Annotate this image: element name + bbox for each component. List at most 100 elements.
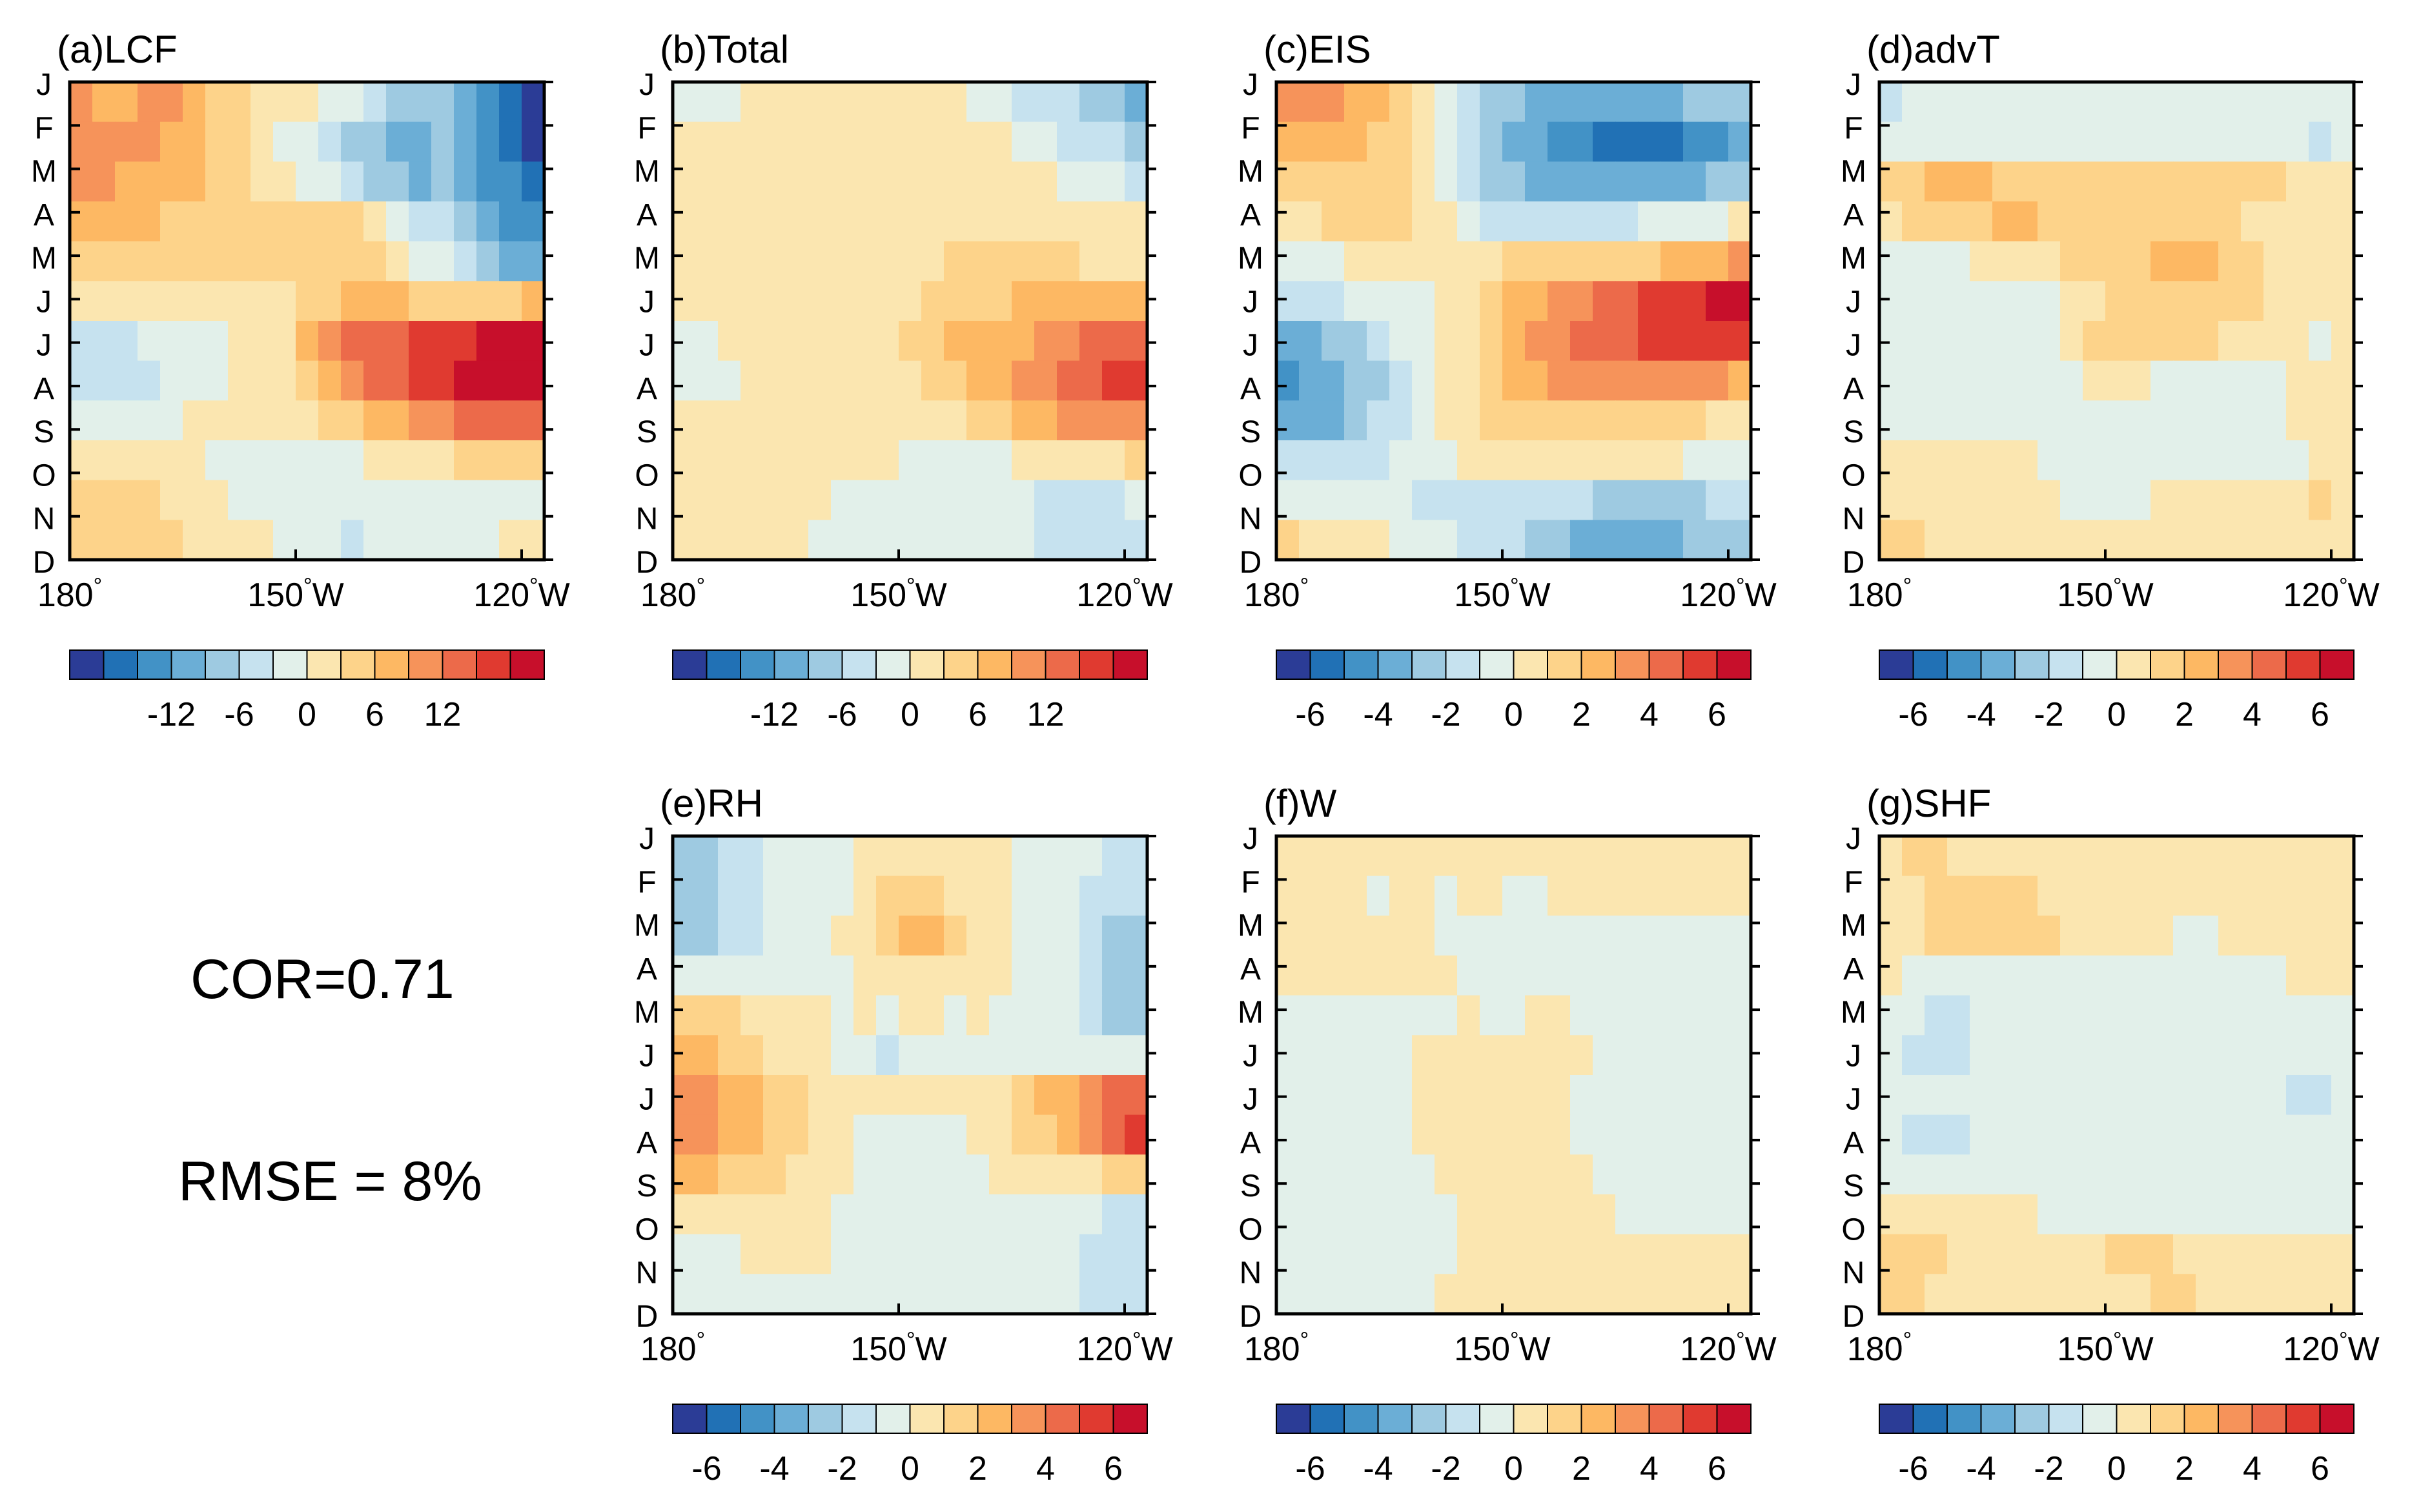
heatmap-cell bbox=[1902, 241, 1925, 282]
heatmap-cell bbox=[205, 360, 229, 402]
heatmap-cell bbox=[1299, 875, 1322, 917]
x-tick-label: 120°W bbox=[1680, 1328, 1776, 1368]
heatmap-cell bbox=[454, 440, 477, 481]
month-tick-label: J bbox=[1846, 1039, 1861, 1073]
month-tick-label: S bbox=[637, 415, 657, 449]
heatmap-cell bbox=[1457, 836, 1480, 877]
heatmap-cell bbox=[1593, 836, 1616, 877]
heatmap-cell bbox=[2083, 121, 2106, 163]
heatmap-cell bbox=[786, 995, 809, 1036]
heatmap-cell bbox=[409, 82, 432, 123]
heatmap-cell bbox=[2060, 241, 2083, 282]
heatmap-cell bbox=[1706, 1154, 1729, 1195]
heatmap-cell bbox=[250, 161, 274, 202]
heatmap-cell bbox=[1970, 875, 1993, 917]
heatmap-cell bbox=[1102, 995, 1125, 1036]
heatmap-cell bbox=[2309, 915, 2332, 956]
heatmap-cell bbox=[1902, 161, 1925, 202]
x-tick-label: 180° bbox=[37, 574, 102, 614]
heatmap-cell bbox=[899, 360, 922, 402]
heatmap-cell bbox=[386, 520, 409, 560]
heatmap-cell bbox=[160, 360, 183, 402]
heatmap-cell bbox=[989, 241, 1012, 282]
heatmap-cell bbox=[138, 82, 161, 123]
colorbar-label: 6 bbox=[1708, 1450, 1726, 1487]
heatmap-cell bbox=[1902, 1114, 1925, 1156]
heatmap-cell bbox=[1412, 1194, 1435, 1235]
heatmap-cell bbox=[966, 1154, 990, 1195]
heatmap-cell bbox=[2241, 400, 2264, 441]
colorbar-label: 4 bbox=[2243, 1450, 2262, 1487]
colorbar-label: 0 bbox=[2107, 696, 2126, 733]
month-tick-label: F bbox=[637, 111, 656, 145]
x-tick-label: 150°W bbox=[247, 574, 343, 614]
heatmap-cell bbox=[1480, 1194, 1503, 1235]
heatmap-cell bbox=[363, 480, 387, 521]
heatmap-cell bbox=[1638, 82, 1661, 123]
heatmap-cell bbox=[1728, 241, 1752, 282]
heatmap-cell bbox=[1344, 1035, 1367, 1076]
heatmap-cell bbox=[876, 400, 899, 441]
heatmap-cell bbox=[1683, 480, 1706, 521]
heatmap-cell bbox=[989, 995, 1012, 1036]
heatmap-cell bbox=[1638, 360, 1661, 402]
heatmap-cell bbox=[989, 1274, 1012, 1314]
colorbar-label: -4 bbox=[1966, 1450, 1996, 1487]
heatmap-cell bbox=[1728, 1114, 1752, 1156]
heatmap-cell bbox=[1728, 995, 1752, 1036]
heatmap-cell bbox=[899, 1274, 922, 1314]
heatmap-cell bbox=[853, 1035, 877, 1076]
heatmap-cell bbox=[1925, 480, 1948, 521]
heatmap-cell bbox=[2173, 480, 2196, 521]
heatmap-cell bbox=[2083, 480, 2106, 521]
heatmap-cell bbox=[1012, 241, 1035, 282]
colorbar-swatch bbox=[1045, 1404, 1080, 1434]
heatmap-cell bbox=[1276, 1114, 1300, 1156]
heatmap-cell bbox=[2286, 1194, 2309, 1235]
colorbar-swatch bbox=[374, 649, 409, 680]
heatmap-cell bbox=[944, 1194, 967, 1235]
heatmap-cell bbox=[2218, 281, 2242, 322]
heatmap-cell bbox=[899, 201, 922, 242]
heatmap-cell bbox=[2105, 1075, 2129, 1116]
heatmap-cell bbox=[718, 1234, 741, 1275]
heatmap-cell bbox=[1660, 321, 1684, 362]
heatmap-cell bbox=[944, 955, 967, 996]
heatmap-cell bbox=[944, 480, 967, 521]
heatmap-cell bbox=[1570, 1075, 1593, 1116]
month-tick-label: O bbox=[1841, 458, 1865, 493]
heatmap-cell bbox=[1925, 836, 1948, 877]
x-tick-label: 150°W bbox=[2057, 574, 2153, 614]
heatmap-cell bbox=[228, 400, 251, 441]
heatmap-cell bbox=[1502, 1194, 1526, 1235]
heatmap-cell bbox=[296, 360, 319, 402]
heatmap-cell bbox=[1367, 161, 1390, 202]
heatmap-cell bbox=[2196, 1274, 2219, 1314]
heatmap-cell bbox=[1299, 241, 1322, 282]
heatmap-cell bbox=[2083, 955, 2106, 996]
heatmap-cell bbox=[1322, 440, 1345, 481]
heatmap-cell bbox=[1079, 995, 1103, 1036]
heatmap-cell bbox=[2309, 1234, 2332, 1275]
heatmap-cell bbox=[1344, 1075, 1367, 1116]
heatmap-cell bbox=[2150, 520, 2174, 560]
heatmap-cell bbox=[1079, 241, 1103, 282]
heatmap-cell bbox=[921, 1035, 945, 1076]
heatmap-cell bbox=[921, 1154, 945, 1195]
heatmap-cell bbox=[921, 82, 945, 123]
heatmap-cell bbox=[70, 360, 93, 402]
heatmap-cell bbox=[2015, 241, 2038, 282]
heatmap-cell bbox=[1276, 520, 1300, 560]
heatmap-cell bbox=[1879, 1234, 1903, 1275]
colorbar-swatch bbox=[2218, 649, 2253, 680]
heatmap-cell bbox=[966, 1075, 990, 1116]
heatmap-cell bbox=[228, 201, 251, 242]
heatmap-cell bbox=[386, 400, 409, 441]
heatmap-cell bbox=[273, 121, 296, 163]
heatmap-cell bbox=[2150, 955, 2174, 996]
heatmap-cell bbox=[718, 995, 741, 1036]
heatmap-cell bbox=[808, 955, 832, 996]
heatmap-cell bbox=[1683, 1075, 1706, 1116]
heatmap-cell bbox=[695, 360, 719, 402]
heatmap-cell bbox=[1548, 161, 1571, 202]
